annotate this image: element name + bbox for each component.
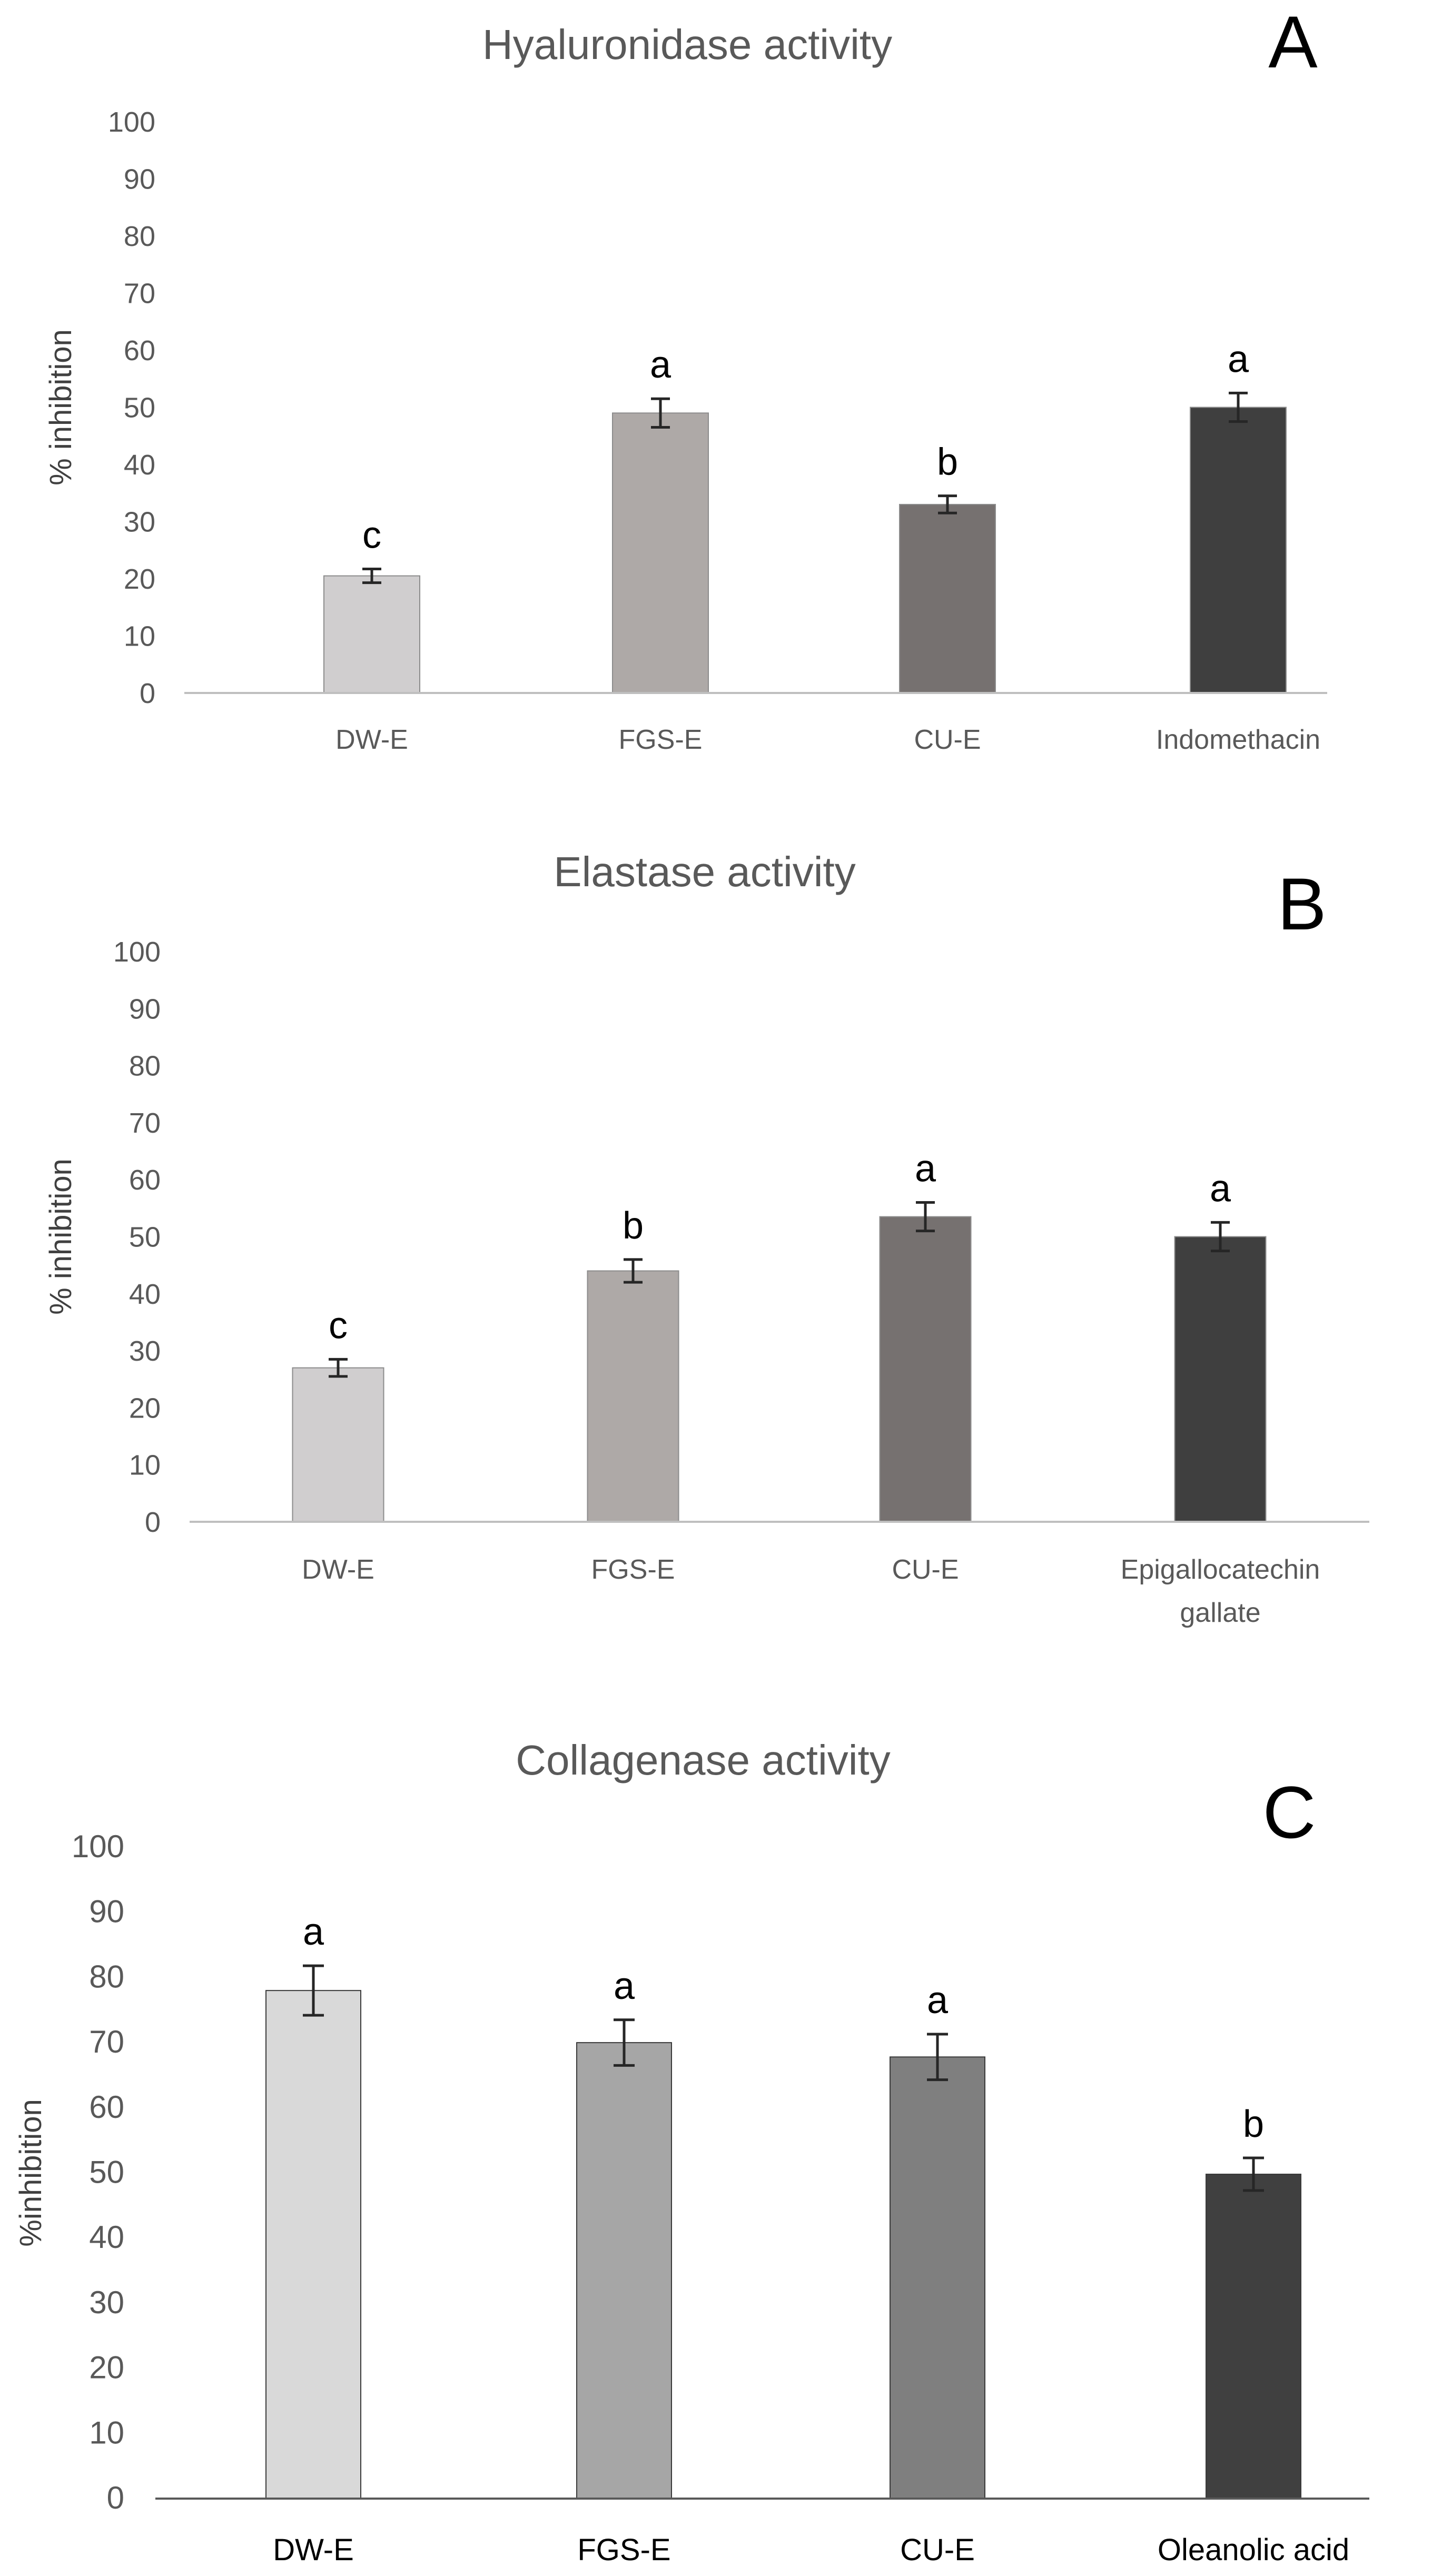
y-tick-label: 30 — [124, 507, 155, 538]
y-tick-label: 80 — [129, 1051, 161, 1082]
chart-title: Collagenase activity — [516, 1737, 890, 1784]
x-tick-label: DW-E — [302, 1554, 374, 1585]
y-axis-label: % inhibition — [44, 329, 78, 486]
x-tick-label: FGS-E — [577, 2533, 670, 2567]
chart-panel-a: Hyaluronidase activity A 0 10 20 30 40 50 60 70 80… — [44, 1, 1327, 755]
significance-letter: b — [623, 1205, 644, 1247]
significance-letter: c — [362, 514, 381, 557]
y-tick-label: 100 — [113, 936, 161, 968]
significance-letter: a — [927, 1979, 949, 2022]
bar — [1190, 408, 1286, 693]
y-tick-label: 50 — [89, 2155, 124, 2190]
bar — [588, 1271, 679, 1522]
panel-letter: B — [1277, 863, 1326, 945]
y-tick-label: 90 — [124, 164, 155, 195]
x-tick-label: FGS-E — [619, 725, 703, 755]
significance-letter: b — [937, 441, 958, 483]
panel-letter: C — [1262, 1771, 1316, 1854]
bar — [1175, 1237, 1266, 1522]
y-tick-label: 60 — [129, 1164, 161, 1196]
y-tick-label: 30 — [89, 2285, 124, 2320]
y-tick-label: 30 — [129, 1335, 161, 1367]
x-tick-label: Epigallocatechin — [1121, 1554, 1320, 1585]
y-tick-label: 100 — [108, 106, 155, 138]
y-tick-label: 0 — [140, 678, 155, 709]
y-tick-label: 50 — [124, 392, 155, 424]
x-tick-label: CU-E — [914, 725, 981, 755]
y-tick-label: 70 — [124, 278, 155, 310]
significance-letter: a — [614, 1965, 635, 2007]
x-tick-label: Oleanolic acid — [1158, 2533, 1349, 2567]
bar — [577, 2043, 671, 2499]
y-tick-label: 0 — [107, 2480, 124, 2515]
y-tick-label: 10 — [89, 2415, 124, 2450]
x-tick-label: FGS-E — [591, 1554, 675, 1585]
y-axis-label: %inhibition — [14, 2099, 48, 2247]
significance-letter: b — [1243, 2103, 1264, 2145]
y-tick-label: 40 — [124, 449, 155, 481]
y-tick-label: 60 — [89, 2089, 124, 2125]
y-tick-label: 60 — [124, 335, 155, 366]
bar — [880, 1217, 971, 1522]
y-tick-label: 90 — [129, 993, 161, 1025]
significance-letter: a — [1228, 338, 1249, 380]
y-tick-label: 80 — [89, 1959, 124, 1994]
x-tick-label: Indomethacin — [1156, 725, 1320, 755]
bar — [324, 576, 420, 693]
y-tick-label: 10 — [124, 621, 155, 652]
chart-panel-c: Collagenase activity C 0 10 20 30 40 50 60 70 80 90… — [14, 1737, 1369, 2567]
y-axis-label: % inhibition — [44, 1158, 78, 1315]
chart-title: Elastase activity — [554, 848, 856, 895]
panel-letter: A — [1268, 1, 1318, 83]
chart-panel-b: Elastase activity B 0 10 20 30 40 50 60 70 80 90 100… — [44, 848, 1369, 1628]
bar — [900, 504, 995, 693]
bar — [293, 1368, 384, 1522]
y-tick-label: 20 — [124, 563, 155, 595]
chart-title: Hyaluronidase activity — [482, 21, 892, 68]
y-tick-label: 90 — [89, 1894, 124, 1929]
y-tick-label: 40 — [89, 2220, 124, 2255]
y-tick-label: 80 — [124, 221, 155, 252]
significance-letter: c — [329, 1304, 348, 1346]
y-tick-label: 20 — [129, 1392, 161, 1424]
y-tick-label: 20 — [89, 2350, 124, 2385]
bar — [1206, 2174, 1301, 2499]
bar — [266, 1990, 361, 2499]
bar — [890, 2057, 985, 2499]
figure: Hyaluronidase activity A 0 10 20 30 40 50 60 70 80… — [0, 0, 1432, 2576]
x-tick-label: DW-E — [335, 725, 408, 755]
significance-letter: a — [650, 344, 671, 386]
y-tick-label: 0 — [145, 1507, 161, 1538]
x-tick-label: gallate — [1180, 1598, 1260, 1628]
y-tick-label: 10 — [129, 1450, 161, 1481]
x-tick-label: CU-E — [892, 1554, 959, 1585]
y-tick-label: 100 — [72, 1829, 124, 1864]
x-tick-label: CU-E — [900, 2533, 975, 2567]
y-tick-label: 40 — [129, 1279, 161, 1310]
y-tick-label: 70 — [89, 2024, 124, 2059]
significance-letter: a — [1210, 1167, 1231, 1210]
y-tick-label: 70 — [129, 1107, 161, 1139]
x-tick-label: DW-E — [273, 2533, 354, 2567]
y-tick-label: 50 — [129, 1222, 161, 1253]
significance-letter: a — [303, 1911, 324, 1953]
significance-letter: a — [915, 1148, 936, 1190]
bar — [613, 413, 708, 693]
